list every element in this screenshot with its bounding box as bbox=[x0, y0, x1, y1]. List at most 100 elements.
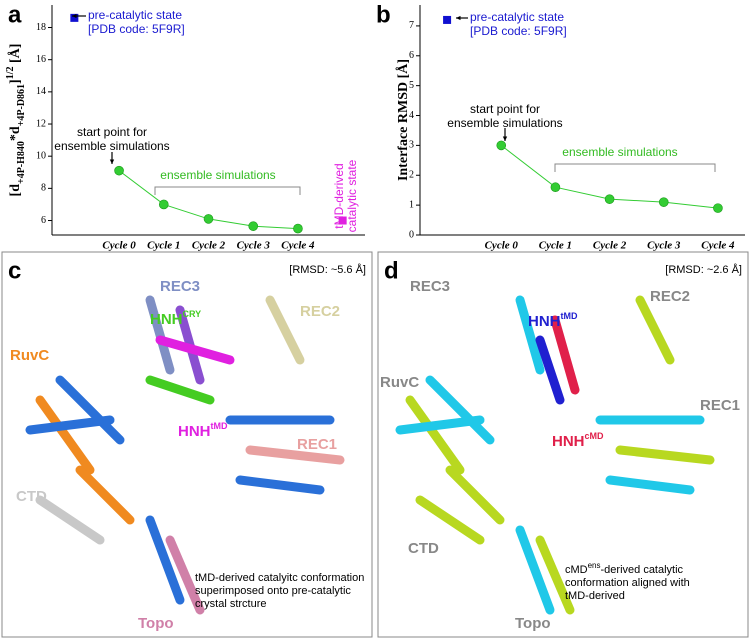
y-tick-label: 0 bbox=[409, 229, 414, 240]
y-tick-label: 4 bbox=[409, 110, 414, 121]
domain-sup: tMD bbox=[561, 311, 578, 321]
y-tick-label: 6 bbox=[409, 50, 414, 61]
text-segment: +4P-H840 bbox=[16, 141, 27, 184]
text-segment: crystal strcture bbox=[195, 598, 267, 610]
data-point bbox=[158, 199, 169, 210]
annotation: pre-catalytic state bbox=[470, 10, 564, 24]
domain-sup: tMD bbox=[211, 421, 228, 431]
data-point bbox=[550, 182, 561, 193]
y-tick-label: 7 bbox=[409, 20, 414, 31]
arrow-head bbox=[456, 15, 461, 21]
y-tick-label: 3 bbox=[409, 140, 414, 151]
text-segment: ens bbox=[588, 561, 601, 570]
domain-name: RuvC bbox=[380, 374, 419, 391]
x-tick-label: Cycle 4 bbox=[701, 240, 735, 252]
domain-label: REC1 bbox=[297, 436, 337, 453]
rmsd-label: [RMSD: ~2.6 Å] bbox=[665, 263, 742, 276]
caption-line: crystal strcture bbox=[195, 598, 267, 610]
domain-name: REC1 bbox=[700, 397, 740, 414]
data-point bbox=[248, 221, 259, 231]
panel-letter: c bbox=[8, 257, 21, 284]
domain-name: REC3 bbox=[410, 278, 450, 295]
y-tick-label: 14 bbox=[36, 86, 46, 97]
annotation: start point for bbox=[470, 102, 540, 116]
text-segment: *d bbox=[8, 126, 23, 141]
domain-label: Topo bbox=[138, 615, 174, 632]
caption-line: tMD-derived catalyitc conformation bbox=[195, 572, 364, 584]
domain-name: REC2 bbox=[300, 303, 340, 320]
domain-label: RuvC bbox=[10, 347, 49, 364]
y-tick-label: 8 bbox=[41, 183, 46, 194]
helices-d bbox=[395, 295, 715, 615]
panel-letter: a bbox=[8, 1, 22, 28]
annotation: catalytic state bbox=[345, 159, 359, 232]
domain-name: Topo bbox=[138, 615, 174, 632]
data-point bbox=[338, 216, 347, 225]
text-segment: +4P-D861 bbox=[16, 84, 27, 126]
x-tick-label: Cycle 3 bbox=[237, 240, 271, 252]
domain-name: Topo bbox=[515, 615, 551, 632]
domain-label: CTD bbox=[16, 488, 47, 505]
caption-line: conformation aligned with bbox=[565, 577, 690, 589]
annotation: [PDB code: 5F9R] bbox=[88, 22, 185, 36]
domain-label: REC3 bbox=[410, 278, 450, 295]
domain-label: RuvC bbox=[380, 374, 419, 391]
annotation: start point for bbox=[77, 125, 147, 139]
data-point bbox=[203, 214, 214, 224]
x-tick-label: Cycle 4 bbox=[281, 240, 315, 252]
y-tick-label: 16 bbox=[36, 54, 46, 65]
annotation: ensemble simulations bbox=[54, 139, 169, 153]
annotation: ensemble simulations bbox=[447, 116, 562, 130]
text-segment: [Å] bbox=[7, 44, 23, 67]
domain-label: Topo bbox=[515, 615, 551, 632]
annotation: pre-catalytic state bbox=[88, 8, 182, 22]
y-axis-label: Interface RMSD [Å] bbox=[395, 59, 411, 181]
text-segment: cMD bbox=[565, 564, 588, 576]
x-tick-label: Cycle 1 bbox=[539, 240, 572, 252]
panel-letter: d bbox=[384, 257, 399, 284]
x-tick-label: Cycle 3 bbox=[647, 240, 681, 252]
panel-c-art bbox=[1, 251, 373, 638]
domain-name: RuvC bbox=[10, 347, 49, 364]
caption-line: tMD-derived bbox=[565, 590, 625, 602]
domain-label: REC1 bbox=[700, 397, 740, 414]
panel-d-art bbox=[377, 251, 749, 638]
data-point bbox=[114, 165, 124, 176]
domain-name: REC2 bbox=[650, 288, 690, 305]
domain-label: HNHtMD bbox=[178, 421, 228, 440]
x-tick-label: Cycle 0 bbox=[102, 240, 136, 252]
domain-name: REC3 bbox=[160, 278, 200, 295]
bracket bbox=[154, 186, 301, 195]
text-segment: tMD-derived catalyitc conformation bbox=[195, 572, 364, 584]
text-segment: -derived catalytic bbox=[601, 564, 684, 576]
annotation: [PDB code: 5F9R] bbox=[470, 24, 567, 38]
y-tick-label: 10 bbox=[36, 150, 46, 161]
arrow-head bbox=[72, 13, 77, 19]
x-tick-label: Cycle 1 bbox=[147, 240, 180, 252]
text-segment: tMD-derived bbox=[565, 590, 625, 602]
caption-line: superimposed onto pre-catalytic bbox=[195, 585, 351, 597]
data-point bbox=[658, 197, 669, 207]
y-axis-label: [d+4P-H840*d+4P-D861]1/2 [Å] bbox=[5, 44, 27, 197]
caption-line: cMDens-derived catalytic bbox=[565, 561, 684, 576]
domain-name: HNH bbox=[178, 423, 211, 440]
text-segment: Interface RMSD [Å] bbox=[395, 59, 411, 181]
annotation: tMD-derived bbox=[332, 163, 346, 228]
y-tick-label: 5 bbox=[409, 80, 414, 91]
x-tick-label: Cycle 2 bbox=[192, 240, 226, 252]
x-tick-label: Cycle 2 bbox=[593, 240, 627, 252]
data-point bbox=[713, 203, 723, 213]
data-point bbox=[496, 140, 507, 151]
domain-sup: CRY bbox=[183, 309, 202, 319]
helices-c bbox=[25, 295, 345, 615]
annotation: ensemble simulations bbox=[160, 168, 275, 182]
domain-label: CTD bbox=[408, 540, 439, 557]
domain-label: REC2 bbox=[650, 288, 690, 305]
data-point bbox=[604, 194, 615, 204]
domain-name: CTD bbox=[408, 540, 439, 557]
data-point bbox=[293, 223, 303, 234]
domain-sup: cMD bbox=[585, 431, 605, 441]
domain-name: HNH bbox=[528, 313, 561, 330]
domain-label: REC3 bbox=[160, 278, 200, 295]
